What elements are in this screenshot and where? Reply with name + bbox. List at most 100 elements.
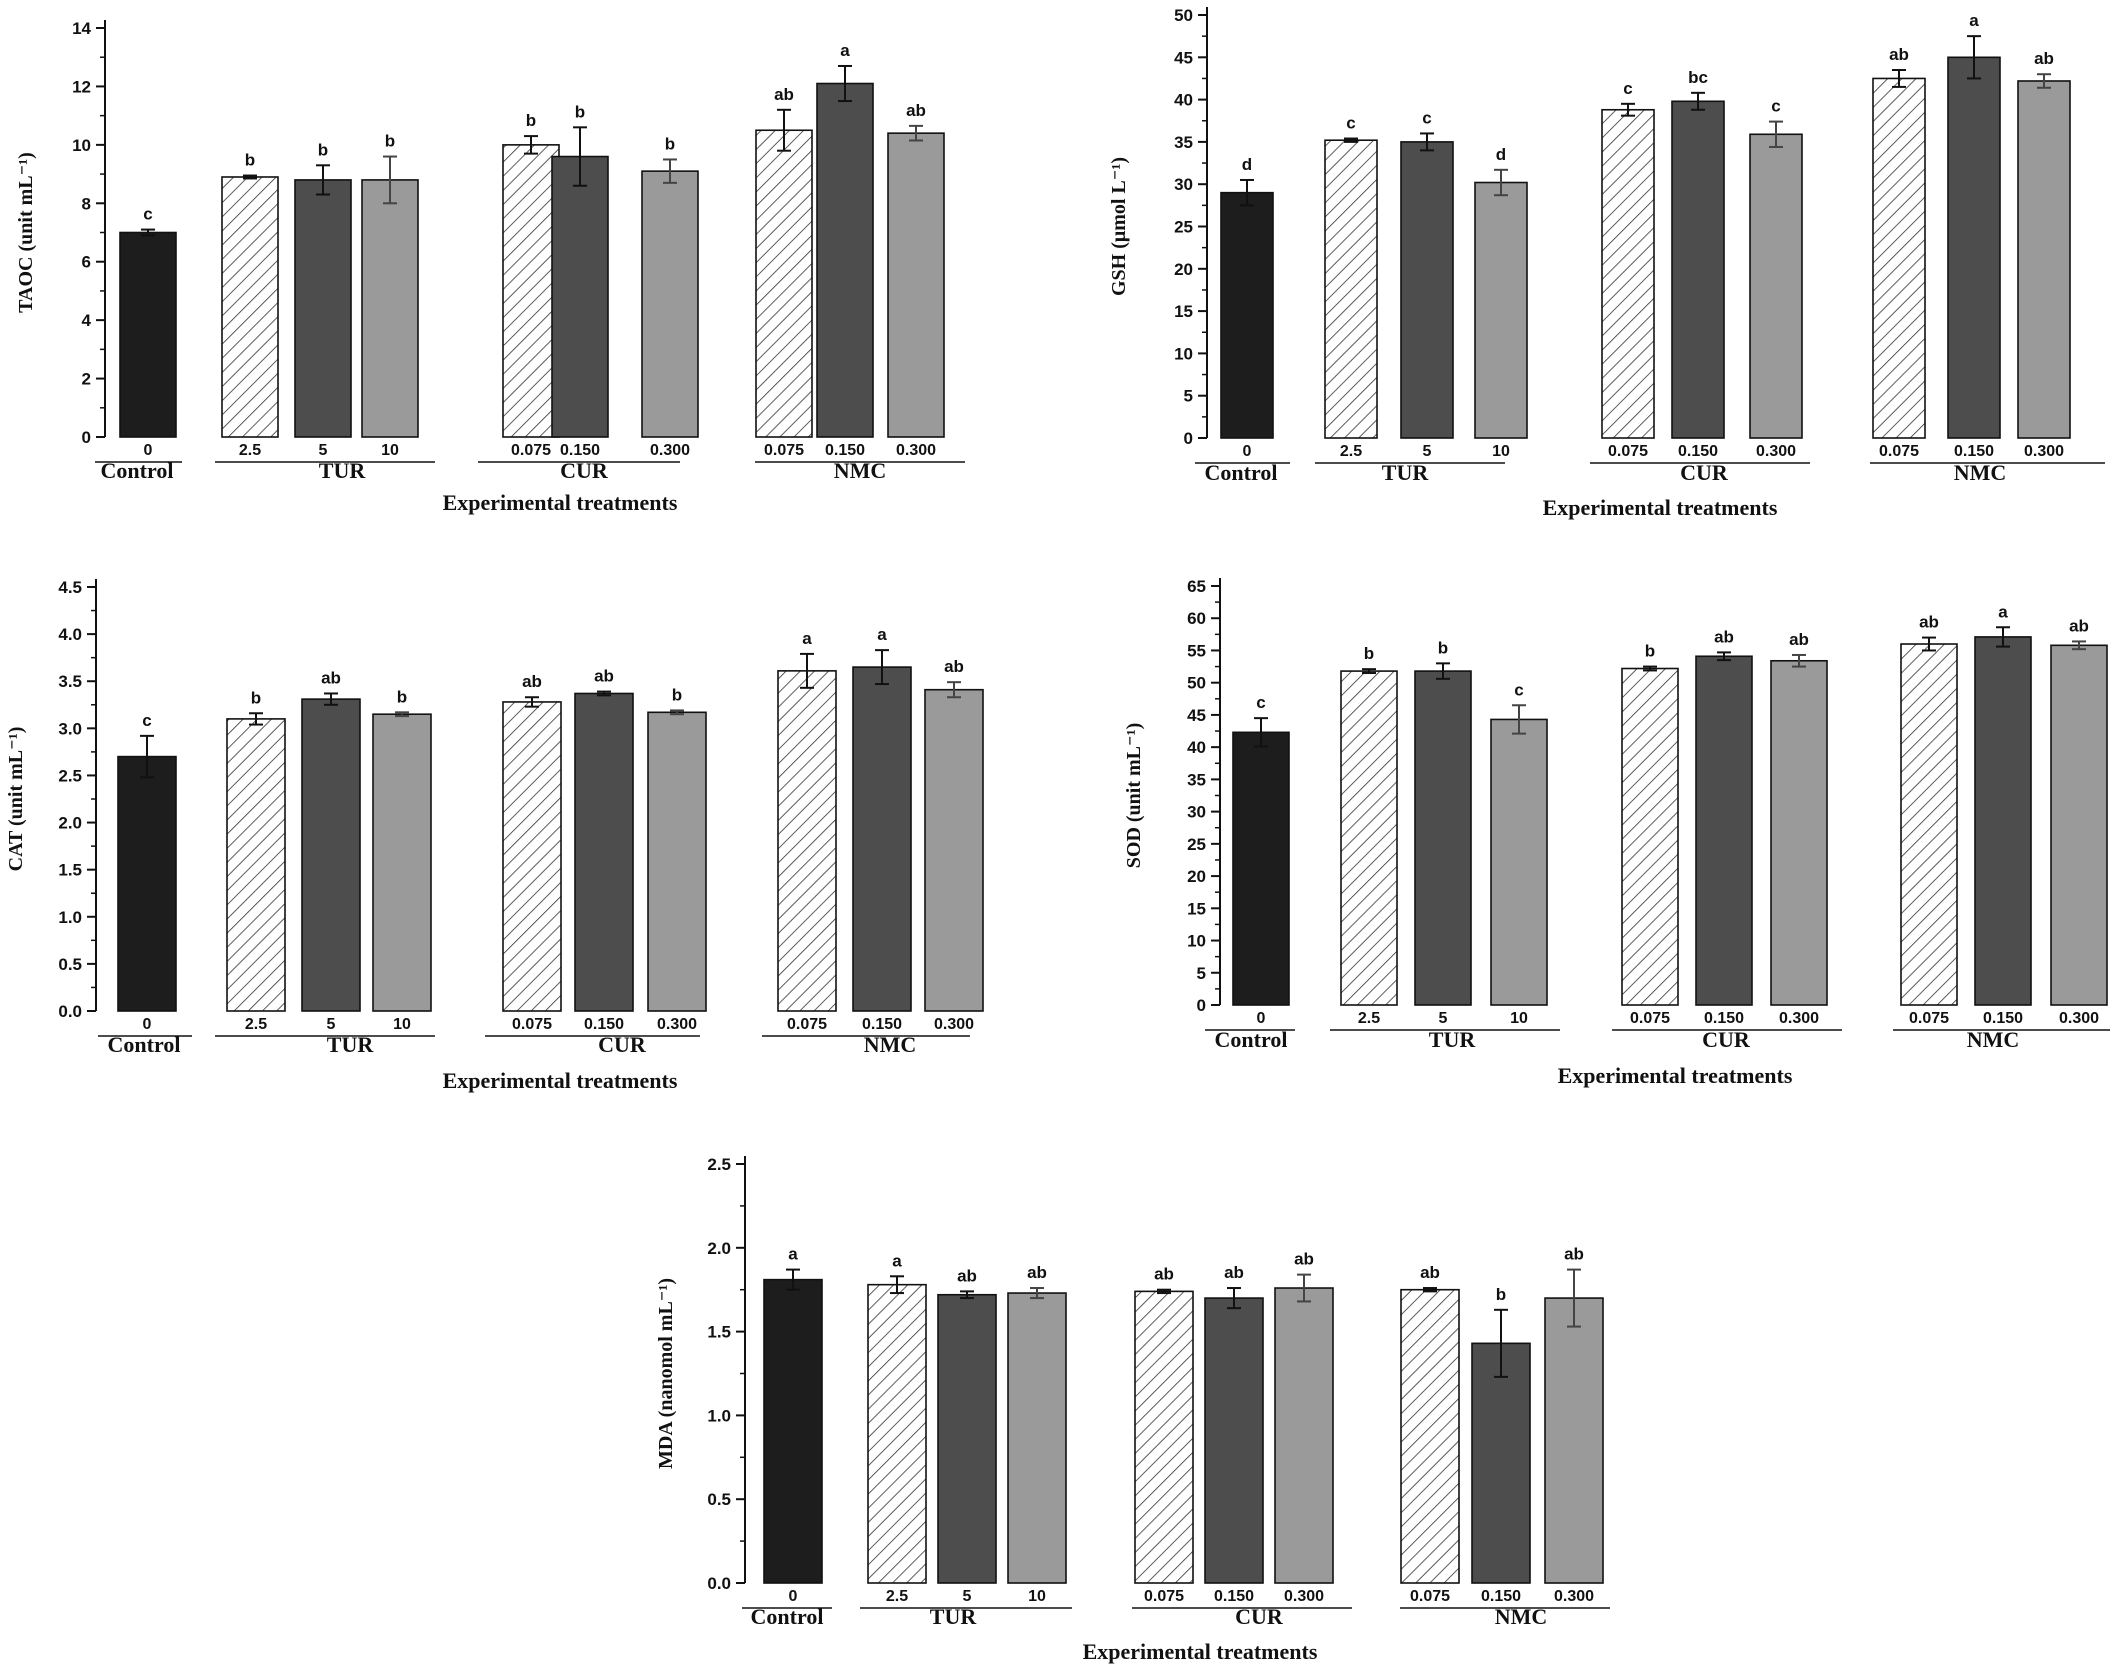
category-label: 5 — [327, 1016, 336, 1033]
category-label: 0 — [1257, 1010, 1266, 1027]
significance-label: ab — [1564, 1245, 1584, 1264]
significance-label: ab — [522, 672, 542, 691]
y-tick-label: 8 — [82, 194, 91, 213]
significance-label: ab — [1714, 627, 1734, 646]
category-label: 0.300 — [650, 442, 690, 459]
y-tick-label: 25 — [1187, 835, 1206, 854]
y-tick-label: 10 — [72, 136, 91, 155]
category-label: 5 — [1423, 443, 1432, 460]
x-axis-title: Experimental treatments — [1558, 1063, 1793, 1088]
bar — [755, 129, 813, 438]
bar — [816, 82, 874, 438]
category-label: 2.5 — [1340, 443, 1362, 460]
significance-label: b — [397, 687, 407, 706]
category-label: 0.150 — [1983, 1010, 2023, 1027]
y-tick-label: 0 — [82, 428, 91, 447]
y-axis-title: SOD (unit mL⁻¹) — [1123, 723, 1145, 868]
significance-label: c — [1771, 97, 1780, 116]
y-tick-label: 0.5 — [707, 1490, 731, 1509]
category-label: 2.5 — [239, 442, 261, 459]
significance-label: ab — [1420, 1263, 1440, 1282]
significance-label: a — [788, 1245, 798, 1264]
category-label: 0.300 — [1779, 1010, 1819, 1027]
bar — [1601, 108, 1655, 439]
group-label: TUR — [930, 1604, 978, 1629]
bar — [763, 1278, 823, 1584]
significance-label: bc — [1688, 68, 1708, 87]
significance-label: b — [1438, 638, 1448, 657]
group-label: NMC — [1967, 1027, 2020, 1052]
significance-label: b — [1496, 1285, 1506, 1304]
y-tick-label: 55 — [1187, 641, 1206, 660]
y-tick-label: 2.0 — [58, 814, 82, 833]
bar — [1134, 1290, 1194, 1584]
significance-label: b — [318, 140, 328, 159]
bar — [1471, 1342, 1531, 1584]
significance-label: ab — [1154, 1265, 1174, 1284]
y-tick-label: 20 — [1174, 260, 1193, 279]
bar — [1671, 100, 1725, 439]
group-label: TUR — [327, 1032, 375, 1057]
significance-label: ab — [594, 667, 614, 686]
category-label: 0.150 — [1678, 443, 1718, 460]
y-tick-label: 45 — [1174, 48, 1193, 67]
category-label: 0.075 — [512, 1016, 552, 1033]
bar — [641, 170, 699, 438]
y-tick-label: 0 — [1184, 429, 1193, 448]
group-label: NMC — [1954, 460, 2007, 485]
category-label: 0.300 — [896, 442, 936, 459]
category-label: 0.300 — [1284, 1588, 1324, 1605]
y-tick-label: 4.0 — [58, 625, 82, 644]
bar — [1007, 1292, 1067, 1584]
chart-mda: 0.0 0.5 1.0 1.5 2.0 2.5 MDA (nanomol mL⁻¹) a 0Co… — [655, 1155, 1610, 1664]
group-label: TUR — [1382, 460, 1430, 485]
category-label: 0.150 — [1481, 1588, 1521, 1605]
bar — [1232, 731, 1290, 1006]
y-tick-label: 35 — [1174, 133, 1193, 152]
y-tick-label: 12 — [72, 77, 91, 96]
bar — [1204, 1297, 1264, 1584]
bar — [1490, 718, 1548, 1006]
y-tick-label: 60 — [1187, 609, 1206, 628]
y-tick-label: 5 — [1184, 387, 1193, 406]
y-tick-label: 25 — [1174, 218, 1193, 237]
significance-label: ab — [957, 1266, 977, 1285]
y-tick-label: 3.5 — [58, 672, 82, 691]
group-label: CUR — [598, 1032, 647, 1057]
y-tick-label: 1.5 — [58, 861, 82, 880]
bar — [1324, 139, 1378, 439]
bar — [1340, 670, 1398, 1006]
category-label: 0.075 — [511, 442, 551, 459]
bar — [1974, 636, 2032, 1006]
y-axis-title: MDA (nanomol mL⁻¹) — [655, 1278, 677, 1469]
y-tick-label: 40 — [1174, 91, 1193, 110]
bar — [1621, 667, 1679, 1006]
bar — [852, 666, 912, 1012]
y-tick-label: 2.5 — [707, 1155, 731, 1174]
category-label: 0.300 — [2059, 1010, 2099, 1027]
significance-label: c — [1346, 114, 1355, 133]
significance-label: a — [802, 629, 812, 648]
category-label: 0.075 — [1630, 1010, 1670, 1027]
category-label: 0 — [789, 1588, 798, 1605]
y-tick-label: 0 — [1197, 996, 1206, 1015]
category-label: 5 — [963, 1588, 972, 1605]
x-axis-title: Experimental treatments — [443, 1068, 678, 1093]
bar — [1872, 77, 1926, 439]
y-tick-label: 10 — [1174, 344, 1193, 363]
bar — [1220, 191, 1274, 439]
y-axis-title: TAOC (unit mL⁻¹) — [15, 152, 37, 313]
category-label: 0.300 — [657, 1016, 697, 1033]
category-label: 0.075 — [1909, 1010, 1949, 1027]
significance-label: d — [1242, 155, 1252, 174]
y-tick-label: 2.5 — [58, 766, 82, 785]
y-tick-label: 30 — [1187, 803, 1206, 822]
bar — [502, 144, 560, 438]
category-label: 0.075 — [1410, 1588, 1450, 1605]
group-label: Control — [1205, 460, 1278, 485]
bar — [361, 179, 419, 438]
bar — [887, 132, 945, 438]
significance-label: b — [665, 134, 675, 153]
